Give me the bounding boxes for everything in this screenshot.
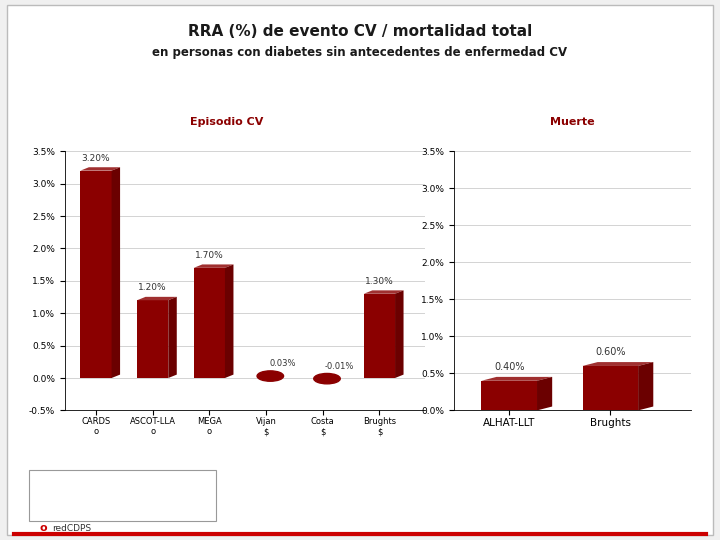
Polygon shape: [137, 297, 177, 300]
Text: $  Episodio cardiovascular: $ Episodio cardiovascular: [40, 497, 167, 507]
Text: 1.70%: 1.70%: [195, 251, 224, 260]
Polygon shape: [194, 265, 233, 268]
Text: Episodio CV: Episodio CV: [190, 117, 264, 127]
Bar: [81, 171, 112, 378]
Bar: [137, 300, 168, 378]
Text: -0.01%: -0.01%: [325, 362, 354, 371]
Polygon shape: [364, 291, 403, 294]
Bar: [482, 381, 537, 410]
Text: 0.60%: 0.60%: [595, 347, 626, 357]
Polygon shape: [638, 362, 653, 410]
Polygon shape: [395, 291, 403, 378]
Text: o  Episodio coronario: o Episodio coronario: [40, 477, 141, 487]
Text: 1.20%: 1.20%: [138, 284, 167, 292]
Polygon shape: [168, 297, 177, 378]
Ellipse shape: [314, 374, 341, 384]
Polygon shape: [482, 377, 552, 381]
Polygon shape: [81, 167, 120, 171]
Text: 0.03%: 0.03%: [270, 359, 297, 368]
Text: o: o: [40, 523, 48, 533]
Polygon shape: [537, 377, 552, 410]
Ellipse shape: [257, 371, 284, 381]
Bar: [364, 294, 395, 378]
Polygon shape: [582, 362, 653, 366]
Text: Muerte: Muerte: [550, 117, 595, 127]
Text: 1.30%: 1.30%: [365, 277, 394, 286]
Text: en personas con diabetes sin antecedentes de enfermedad CV: en personas con diabetes sin antecedente…: [153, 46, 567, 59]
Bar: [194, 268, 225, 378]
Text: 0.40%: 0.40%: [494, 362, 524, 372]
Text: 3.20%: 3.20%: [81, 154, 110, 163]
Text: redCDPS: redCDPS: [52, 524, 91, 532]
Polygon shape: [225, 265, 233, 378]
Text: RRA (%) de evento CV / mortalidad total: RRA (%) de evento CV / mortalidad total: [188, 24, 532, 39]
Bar: [582, 366, 638, 410]
Polygon shape: [112, 167, 120, 378]
